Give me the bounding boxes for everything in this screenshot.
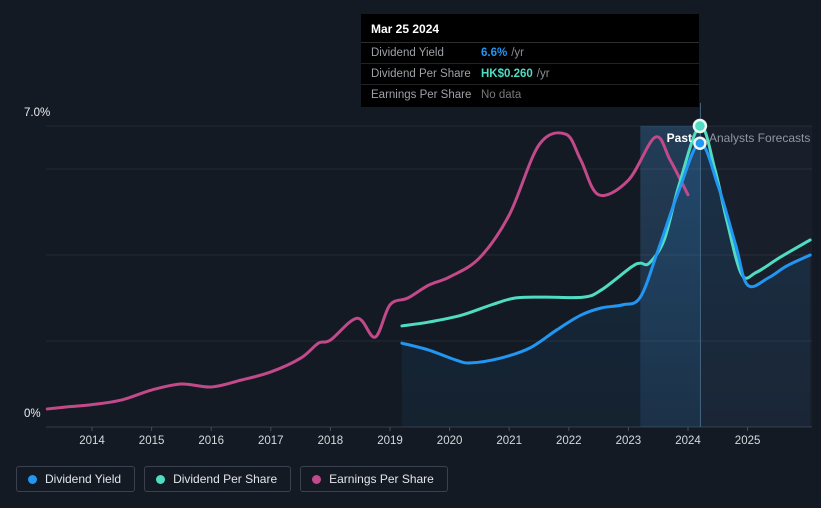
tooltip-label: Dividend Per Share <box>371 68 471 80</box>
x-axis-label: 2016 <box>198 435 224 447</box>
earnings-per-share-dot-icon <box>312 474 322 484</box>
tooltip-value: HK$0.260 <box>481 68 533 80</box>
legend-item-label: Earnings Per Share <box>329 472 434 486</box>
tooltip-label: Earnings Per Share <box>371 89 472 101</box>
series-marker-dot <box>693 136 707 150</box>
x-axis-label: 2020 <box>437 435 463 447</box>
chart-tooltip: Mar 25 2024 Dividend Yield 6.6% /yr Divi… <box>361 14 699 107</box>
series-line-dividend-yield <box>400 141 812 365</box>
x-axis-label: 2019 <box>377 435 403 447</box>
x-axis-label: 2014 <box>79 435 105 447</box>
x-axis-label: 2025 <box>735 435 761 447</box>
dividend-yield-dot-icon <box>28 474 37 484</box>
dividend-yield-area <box>401 143 811 427</box>
tooltip-value-suffix: /yr <box>536 68 550 80</box>
series-line-dividend-per-share <box>400 124 812 328</box>
chart-legend: Dividend Yield Dividend Per Share Earnin… <box>16 466 448 492</box>
tooltip-value: No data <box>481 89 522 101</box>
legend-item-earnings-per-share[interactable]: Earnings Per Share <box>300 466 448 492</box>
x-axis-label: 2015 <box>139 435 165 447</box>
x-axis-label: 2017 <box>258 435 284 447</box>
dividend-per-share-dot-icon <box>156 474 166 484</box>
legend-item-dividend-yield[interactable]: Dividend Yield <box>16 466 136 492</box>
x-axis-label: 2022 <box>556 435 582 447</box>
tooltip-row-earnings-per-share: Earnings Per Share No data <box>361 85 699 107</box>
x-axis-label: 2021 <box>496 435 522 447</box>
series-marker-dot <box>692 118 708 134</box>
y-axis-label: 7.0% <box>24 107 50 119</box>
series-line-earnings-per-share <box>45 131 690 411</box>
x-axis-label: 2018 <box>318 435 344 447</box>
legend-item-label: Dividend Per Share <box>173 472 278 486</box>
tooltip-row-dividend-yield: Dividend Yield 6.6% /yr <box>361 43 699 64</box>
legend-item-dividend-per-share[interactable]: Dividend Per Share <box>144 466 292 492</box>
x-axis-label: 2024 <box>675 435 701 447</box>
y-axis-label: 0% <box>24 408 41 420</box>
tooltip-value: 6.6% <box>481 47 508 59</box>
tooltip-value-suffix: /yr <box>511 47 524 59</box>
tooltip-date: Mar 25 2024 <box>361 14 699 43</box>
tooltip-row-dividend-per-share: Dividend Per Share HK$0.260 /yr <box>361 64 699 85</box>
tooltip-label: Dividend Yield <box>371 47 444 59</box>
analysts-forecasts-label: Analysts Forecasts <box>709 131 811 145</box>
legend-item-label: Dividend Yield <box>45 472 122 486</box>
x-axis-label: 2023 <box>616 435 642 447</box>
past-label: Past <box>666 131 692 145</box>
